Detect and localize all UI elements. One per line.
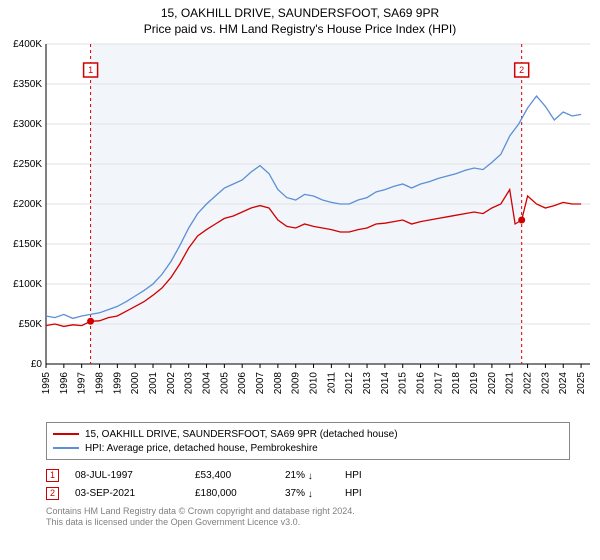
marker-date: 08-JUL-1997 [75, 470, 195, 481]
svg-text:2012: 2012 [344, 372, 355, 395]
chart-svg: £0 £50K £100K £150K £200K £250K £300K £350K £400… [0, 38, 600, 418]
svg-text:£50K: £50K [19, 319, 43, 330]
svg-text:2011: 2011 [326, 372, 337, 394]
svg-text:2001: 2001 [148, 372, 159, 395]
marker-pct: 21% ↓ [285, 470, 345, 481]
footer-line1: Contains HM Land Registry data © Crown c… [46, 506, 570, 517]
svg-text:2004: 2004 [202, 372, 213, 395]
svg-text:2008: 2008 [273, 372, 284, 395]
legend-label-series2: HPI: Average price, detached house, Pemb… [85, 443, 318, 454]
footer: Contains HM Land Registry data © Crown c… [46, 506, 570, 529]
svg-text:1999: 1999 [112, 372, 123, 395]
svg-text:£100K: £100K [13, 279, 42, 290]
title-address: 15, OAKHILL DRIVE, SAUNDERSFOOT, SA69 9P… [0, 6, 600, 20]
marker-price: £53,400 [195, 470, 285, 481]
marker-row: 1 08-JUL-1997 £53,400 21% ↓ HPI [46, 466, 570, 484]
legend-swatch-series1 [53, 433, 79, 435]
marker-rel: HPI [345, 488, 362, 499]
arrow-down-icon: ↓ [308, 471, 313, 482]
svg-text:2014: 2014 [380, 372, 391, 395]
marker-row: 2 03-SEP-2021 £180,000 37% ↓ HPI [46, 484, 570, 502]
svg-text:2023: 2023 [540, 372, 551, 395]
svg-text:2: 2 [519, 65, 524, 75]
svg-text:2000: 2000 [130, 372, 141, 395]
svg-text:2010: 2010 [309, 372, 320, 395]
svg-text:2006: 2006 [237, 372, 248, 395]
chart-area: £0 £50K £100K £150K £200K £250K £300K £350K £400… [0, 38, 600, 418]
svg-text:1: 1 [88, 65, 93, 75]
legend-row: 15, OAKHILL DRIVE, SAUNDERSFOOT, SA69 9P… [53, 427, 563, 441]
svg-text:2024: 2024 [558, 372, 569, 395]
legend-swatch-series2 [53, 447, 79, 449]
svg-text:£300K: £300K [13, 119, 42, 130]
marker-badge: 1 [46, 469, 59, 482]
marker-pct: 37% ↓ [285, 488, 345, 499]
svg-text:2003: 2003 [184, 372, 195, 395]
footer-line2: This data is licensed under the Open Gov… [46, 517, 570, 528]
svg-text:2009: 2009 [291, 372, 302, 395]
marker-price: £180,000 [195, 488, 285, 499]
svg-text:£0: £0 [31, 359, 43, 370]
marker-date: 03-SEP-2021 [75, 488, 195, 499]
svg-text:2005: 2005 [219, 372, 230, 395]
svg-text:2016: 2016 [416, 372, 427, 395]
svg-text:2017: 2017 [433, 372, 444, 395]
marker-rel: HPI [345, 470, 362, 481]
legend-row: HPI: Average price, detached house, Pemb… [53, 441, 563, 455]
svg-text:1995: 1995 [41, 372, 52, 395]
marker-table: 1 08-JUL-1997 £53,400 21% ↓ HPI 2 03-SEP… [46, 466, 570, 502]
chart-title-block: 15, OAKHILL DRIVE, SAUNDERSFOOT, SA69 9P… [0, 0, 600, 38]
svg-text:2015: 2015 [398, 372, 409, 395]
svg-text:£350K: £350K [13, 79, 42, 90]
svg-text:2020: 2020 [487, 372, 498, 395]
svg-text:2018: 2018 [451, 372, 462, 395]
svg-text:1997: 1997 [77, 372, 88, 395]
svg-text:£250K: £250K [13, 159, 42, 170]
svg-text:2002: 2002 [166, 372, 177, 395]
svg-text:2021: 2021 [505, 372, 516, 395]
svg-text:2013: 2013 [362, 372, 373, 395]
svg-text:1998: 1998 [95, 372, 106, 395]
legend: 15, OAKHILL DRIVE, SAUNDERSFOOT, SA69 9P… [46, 422, 570, 460]
svg-text:2019: 2019 [469, 372, 480, 395]
arrow-down-icon: ↓ [308, 489, 313, 500]
marker-badge: 2 [46, 487, 59, 500]
svg-text:£400K: £400K [13, 39, 42, 50]
svg-text:£150K: £150K [13, 239, 42, 250]
svg-text:2007: 2007 [255, 372, 266, 395]
svg-text:1996: 1996 [59, 372, 70, 395]
svg-text:2025: 2025 [576, 372, 587, 395]
legend-label-series1: 15, OAKHILL DRIVE, SAUNDERSFOOT, SA69 9P… [85, 429, 398, 440]
svg-text:2022: 2022 [523, 372, 534, 395]
svg-text:£200K: £200K [13, 199, 42, 210]
title-subtitle: Price paid vs. HM Land Registry's House … [0, 22, 600, 36]
